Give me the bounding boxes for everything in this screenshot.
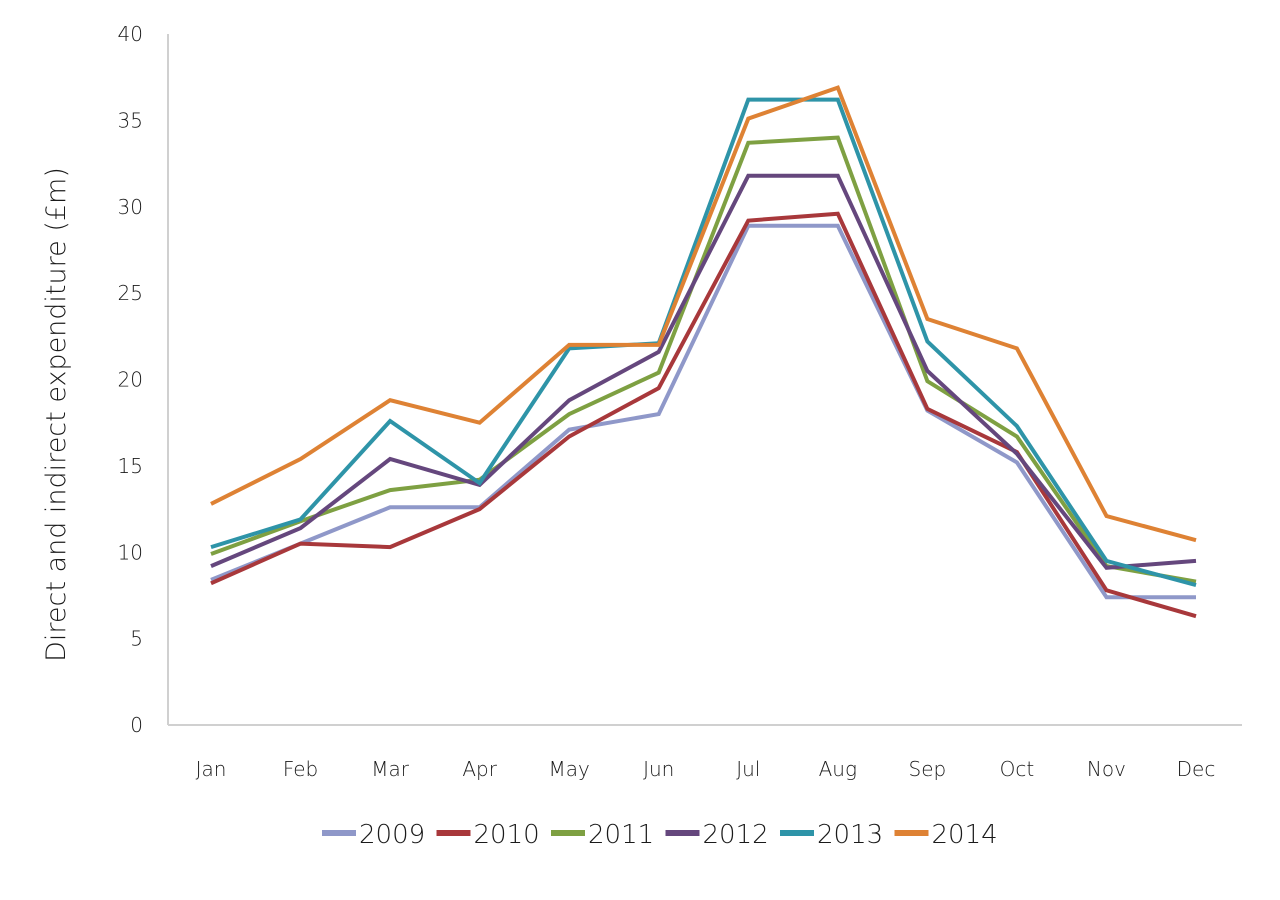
legend-label-2011: 2011 [588, 820, 654, 850]
y-tick-label: 35 [118, 108, 143, 132]
legend: 2009 2010 2011 2012 2013 2014 [322, 820, 998, 850]
y-tick-label: 10 [118, 540, 143, 564]
series-lines [210, 85, 1197, 619]
legend-label-2014: 2014 [932, 820, 998, 850]
y-tick-label: 25 [118, 281, 143, 305]
x-tick-label: Jul [736, 757, 760, 781]
x-tick-label: Apr [462, 757, 497, 781]
x-tick-label: Dec [1177, 757, 1216, 781]
series-line-2012 [210, 173, 1197, 570]
y-tick-label: 20 [118, 368, 143, 392]
legend-label-2010: 2010 [474, 820, 540, 850]
x-tick-label: Jun [643, 757, 674, 781]
series-line-2011 [210, 135, 1197, 584]
legend-label-2012: 2012 [703, 820, 769, 850]
series-line-2013 [210, 97, 1197, 588]
y-tick-label: 0 [130, 713, 143, 737]
axes: 0 5 10 15 20 25 30 35 40 Jan Feb Mar Apr May Jun Jul Aug… [41, 22, 1242, 781]
y-tick-label: 5 [130, 627, 143, 651]
x-tick-label: Oct [1000, 757, 1035, 781]
x-tick-label: Aug [819, 757, 857, 781]
y-tick-label: 30 [118, 195, 143, 219]
x-tick-label: Nov [1087, 757, 1126, 781]
legend-label-2013: 2013 [817, 820, 883, 850]
series-line-2010 [210, 211, 1197, 619]
series-line-2009 [210, 223, 1196, 600]
x-tick-label: Mar [371, 757, 410, 781]
x-tick-label: Sep [909, 757, 947, 781]
y-axis-title: Direct and indirect expenditure (£m) [41, 167, 72, 662]
x-tick-label: Feb [283, 757, 318, 781]
series-line-2014 [210, 85, 1197, 543]
x-tick-label: May [549, 757, 590, 781]
y-tick-label: 40 [118, 22, 143, 46]
x-tick-label: Jan [196, 757, 227, 781]
legend-label-2009: 2009 [359, 820, 425, 850]
y-tick-label: 15 [118, 454, 143, 478]
